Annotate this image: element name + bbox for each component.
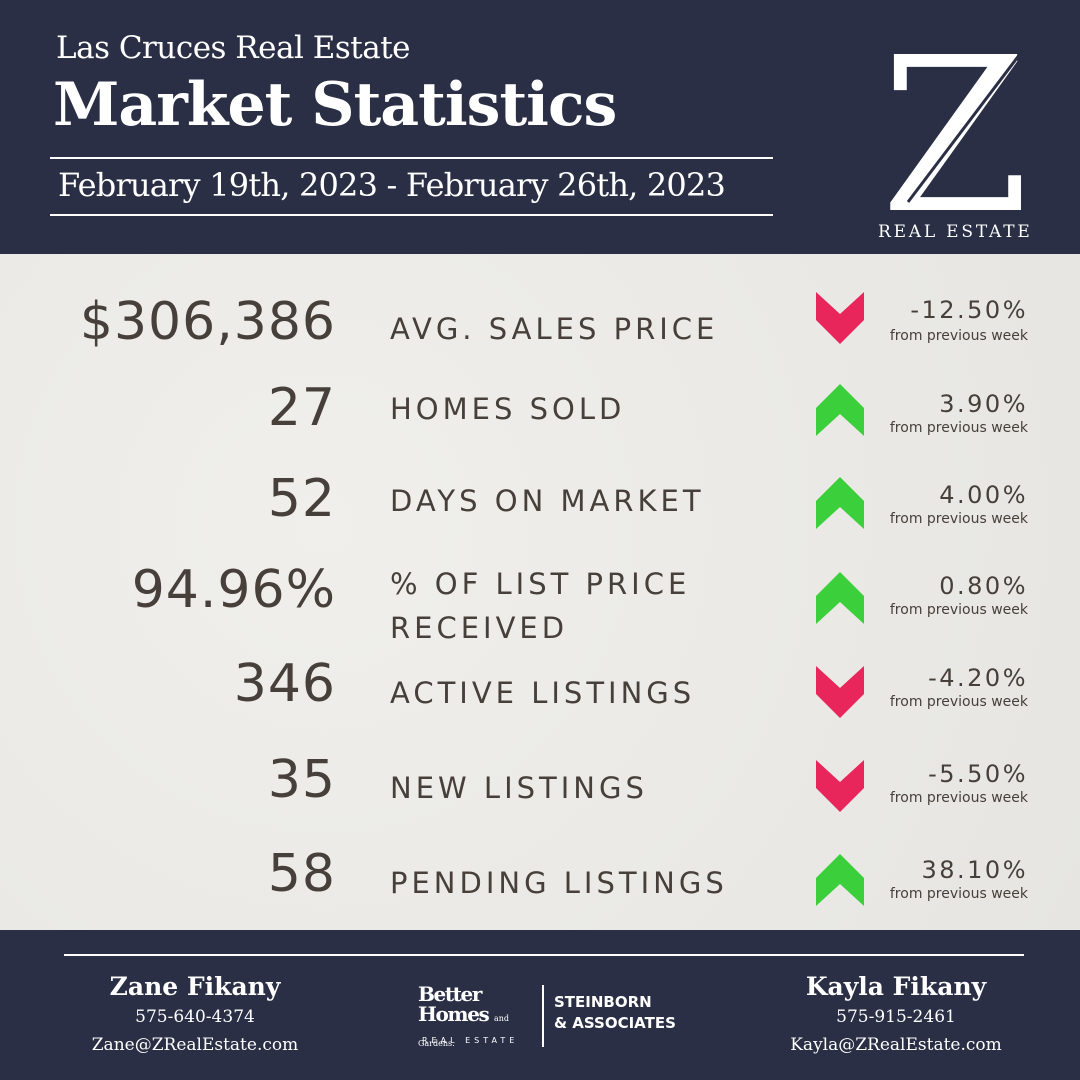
stat-value: $306,386 — [79, 292, 336, 352]
stat-value: 58 — [267, 844, 336, 904]
stat-change-note: from previous week — [889, 602, 1028, 618]
up-arrow-icon — [816, 477, 864, 529]
partner-line2: & ASSOCIATES — [554, 1014, 676, 1032]
stat-change-note: from previous week — [889, 511, 1028, 527]
agent-name: Kayla Fikany — [805, 972, 987, 1001]
stat-row-new-listings: 35 NEW LISTINGS -5.50% from previous wee… — [0, 750, 1080, 840]
stat-value: 35 — [267, 750, 336, 810]
stat-change-note: from previous week — [889, 328, 1028, 344]
brand-line3: and Gardens. — [418, 1014, 510, 1048]
agent-email: Kayla@ZRealEstate.com — [790, 1035, 1002, 1055]
stat-change-note: from previous week — [889, 420, 1028, 436]
stat-row-active-listings: 346 ACTIVE LISTINGS -4.20% from previous… — [0, 654, 1080, 744]
stat-row-homes-sold: 27 HOMES SOLD 3.90% from previous week — [0, 378, 1080, 468]
agent-contact-kayla: Kayla Fikany 575-915-2461 Kayla@ZRealEst… — [746, 972, 1046, 1055]
brand-wordmark: Better Homes and Gardens. — [418, 984, 538, 1054]
up-arrow-icon — [816, 854, 864, 906]
stat-change: 38.10% — [921, 856, 1028, 884]
stat-label: PENDING LISTINGS — [390, 866, 728, 900]
stat-value: 52 — [267, 469, 336, 529]
page-title: Market Statistics — [53, 70, 617, 140]
stat-row-pending-listings: 58 PENDING LISTINGS 38.10% from previous… — [0, 844, 1080, 934]
stat-label: AVG. SALES PRICE — [390, 312, 719, 346]
date-range: February 19th, 2023 - February 26th, 202… — [58, 166, 726, 204]
footer-banner: Zane Fikany 575-640-4374 Zane@ZRealEstat… — [0, 930, 1080, 1080]
agent-contact-zane: Zane Fikany 575-640-4374 Zane@ZRealEstat… — [45, 972, 345, 1055]
logo-caption: REAL ESTATE — [878, 222, 1033, 242]
stat-row-list-price-received: 94.96% % OF LIST PRICE RECEIVED 0.80% fr… — [0, 560, 1080, 660]
brand-partner: STEINBORN & ASSOCIATES — [554, 992, 676, 1034]
footer-rule — [64, 954, 1024, 956]
stat-change: 0.80% — [939, 572, 1028, 600]
stat-change-note: from previous week — [889, 886, 1028, 902]
z-real-estate-logo: Z — [881, 32, 1030, 244]
stat-label-line1: % OF LIST PRICE — [390, 567, 691, 601]
stat-value: 94.96% — [131, 560, 336, 620]
up-arrow-icon — [816, 572, 864, 624]
date-top-rule — [50, 157, 773, 159]
partner-line1: STEINBORN — [554, 993, 652, 1011]
stat-change: -5.50% — [928, 760, 1028, 788]
up-arrow-icon — [816, 384, 864, 436]
brand-divider — [542, 985, 544, 1047]
brand-subtitle: REAL ESTATE — [422, 1036, 519, 1045]
stat-change: 4.00% — [939, 481, 1028, 509]
down-arrow-icon — [816, 760, 864, 812]
stat-label: NEW LISTINGS — [390, 771, 648, 805]
agent-name: Zane Fikany — [109, 972, 281, 1001]
down-arrow-icon — [816, 292, 864, 344]
brand-line2: Homes — [418, 1002, 490, 1026]
down-arrow-icon — [816, 666, 864, 718]
brand-line1: Better — [418, 982, 482, 1006]
stat-change-note: from previous week — [889, 790, 1028, 806]
stat-label: ACTIVE LISTINGS — [390, 676, 696, 710]
header-subtitle: Las Cruces Real Estate — [56, 30, 411, 66]
header-banner: Las Cruces Real Estate Market Statistics… — [0, 0, 1080, 254]
stat-row-days-on-market: 52 DAYS ON MARKET 4.00% from previous we… — [0, 469, 1080, 559]
stat-label-line2: RECEIVED — [390, 611, 569, 645]
date-bottom-rule — [50, 214, 773, 216]
stat-row-avg-sales-price: $306,386 AVG. SALES PRICE -12.50% from p… — [0, 292, 1080, 382]
stat-value: 27 — [267, 378, 336, 438]
stats-panel: $306,386 AVG. SALES PRICE -12.50% from p… — [0, 254, 1080, 930]
stat-label: HOMES SOLD — [390, 392, 626, 426]
agent-phone: 575-640-4374 — [135, 1007, 255, 1027]
brokerage-logo: Better Homes and Gardens. REAL ESTATE ST… — [418, 982, 678, 1052]
agent-email: Zane@ZRealEstate.com — [91, 1035, 299, 1055]
stat-change: 3.90% — [939, 390, 1028, 418]
stat-label: DAYS ON MARKET — [390, 484, 705, 518]
stat-change-note: from previous week — [889, 694, 1028, 710]
stat-change: -12.50% — [910, 296, 1028, 324]
stat-change: -4.20% — [928, 664, 1028, 692]
agent-phone: 575-915-2461 — [836, 1007, 956, 1027]
stat-value: 346 — [233, 654, 336, 714]
